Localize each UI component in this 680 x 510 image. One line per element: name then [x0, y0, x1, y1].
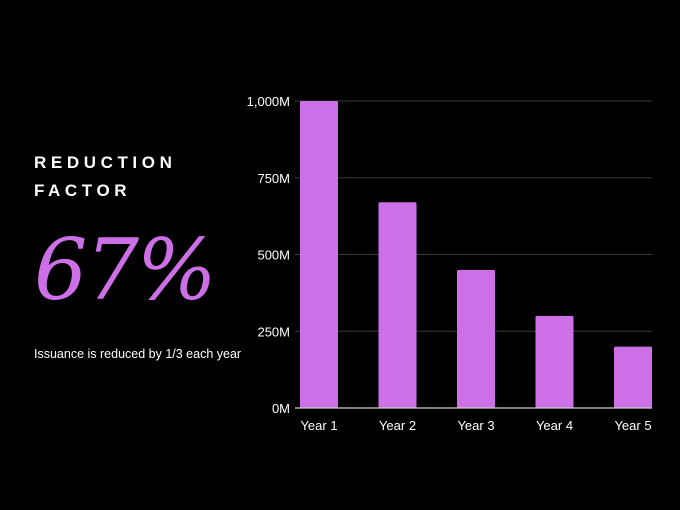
y-tick-labels: 0M 250M 500M 750M 1,000M: [247, 94, 290, 416]
metric-value: 67%: [34, 221, 217, 319]
bar-1: [300, 101, 338, 408]
bar-5: [614, 346, 652, 408]
metric-heading: REDUCTION FACTOR: [34, 149, 224, 205]
x-tick-label: Year 2: [379, 418, 416, 433]
y-tick-label: 250M: [257, 324, 290, 339]
x-tick-label: Year 1: [300, 418, 337, 433]
y-tick-label: 1,000M: [247, 94, 290, 109]
y-tick-label: 500M: [257, 248, 290, 263]
bar-2: [378, 202, 417, 408]
x-tick-label: Year 5: [614, 418, 651, 433]
y-tick-label: 750M: [257, 171, 290, 186]
x-tick-label: Year 3: [457, 418, 494, 433]
metric-caption: Issuance is reduced by 1/3 each year: [34, 347, 242, 361]
y-tick-label: 0M: [272, 401, 290, 416]
x-tick-label: Year 4: [536, 418, 573, 433]
bars: [300, 101, 652, 408]
metric-heading-line2: FACTOR: [34, 181, 132, 200]
bar-4: [535, 315, 574, 408]
metric-heading-line1: REDUCTION: [34, 153, 177, 172]
bar-3: [457, 269, 495, 408]
x-tick-labels: Year 1 Year 2 Year 3 Year 4 Year 5: [300, 418, 651, 433]
